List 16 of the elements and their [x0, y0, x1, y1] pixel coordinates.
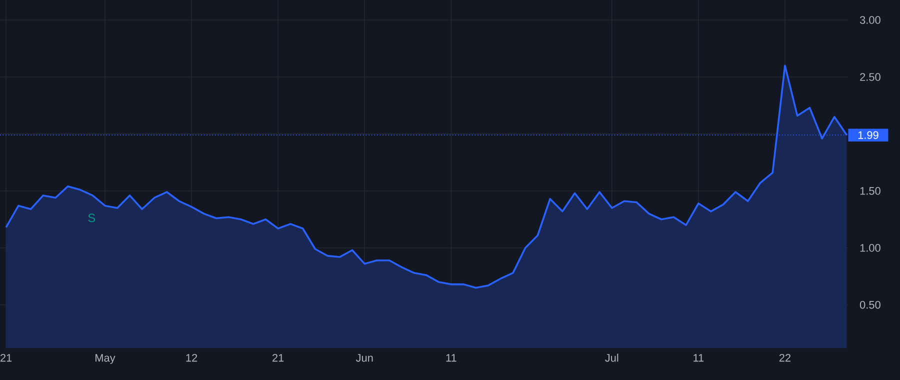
x-tick-label: 12: [186, 354, 198, 362]
y-tick-label: 2.50: [860, 73, 880, 81]
x-tick-label: 21: [0, 354, 12, 362]
y-tick-label: 0.50: [860, 300, 880, 309]
x-tick-label: May: [96, 354, 116, 364]
x-tick-label: 11: [446, 354, 456, 362]
x-tick-label: 11: [694, 354, 704, 362]
x-tick-label: 22: [779, 354, 791, 362]
y-tick-label: 1.00: [860, 244, 880, 252]
ref-line-label: 1.99: [858, 131, 878, 139]
x-tick-label: Jul: [605, 354, 618, 362]
y-tick-label: 3.00: [860, 16, 880, 24]
y-tick-label: 1.50: [860, 187, 880, 195]
x-tick-label: 21: [272, 354, 284, 362]
annotation: S: [88, 214, 96, 222]
x-tick-label: Jun: [356, 354, 373, 362]
